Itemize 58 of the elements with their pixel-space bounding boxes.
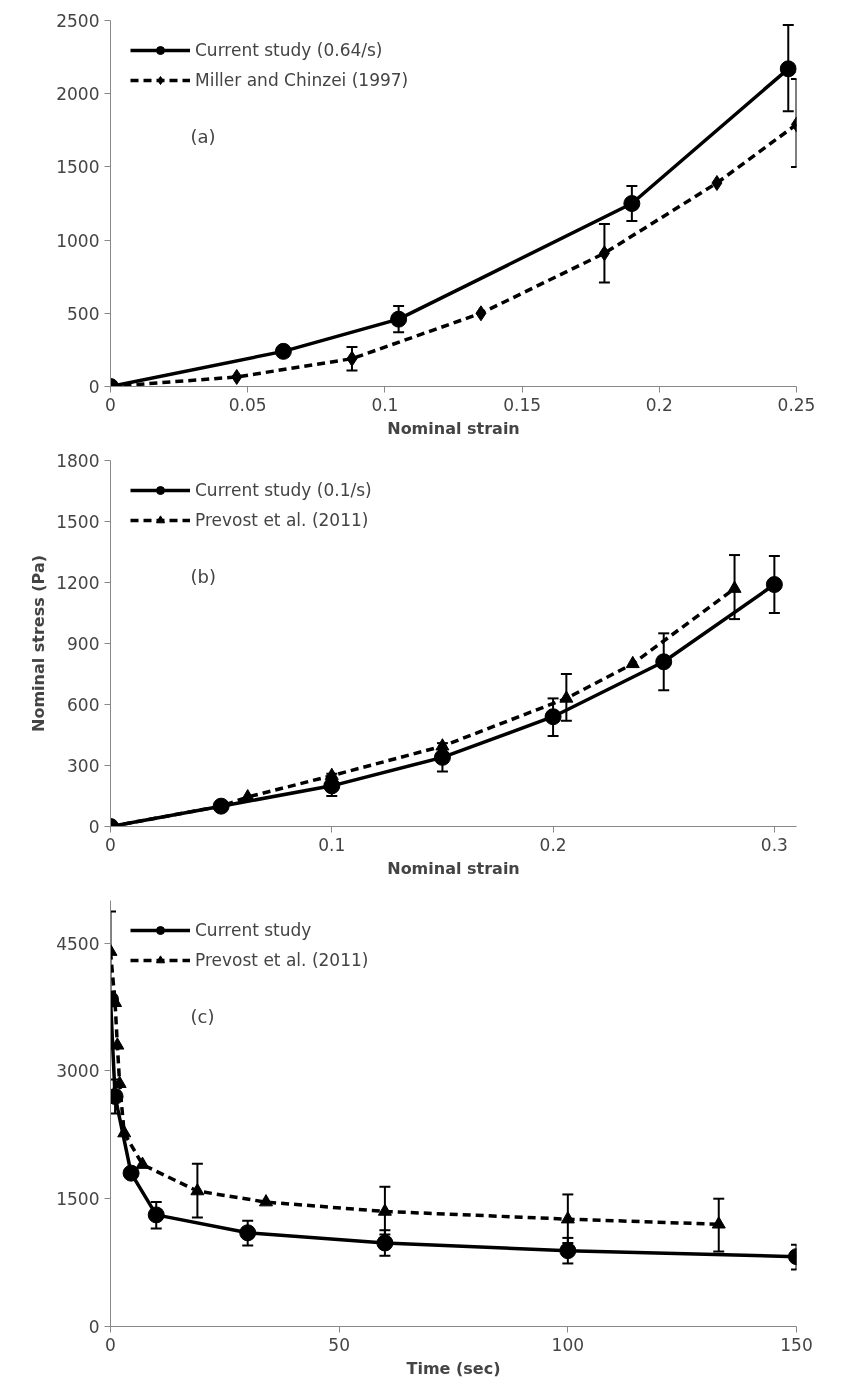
legend-label: Prevost et al. (2011) [195, 510, 369, 530]
legend-label: Current study (0.1/s) [195, 480, 372, 500]
point [258, 1194, 273, 1207]
y-axis-title: Nominal stress (Pa) [29, 554, 49, 733]
x-tick-label: 150 [780, 1334, 813, 1355]
y-tick-label: 1200 [56, 573, 100, 593]
x-tick-label: 0.15 [503, 394, 542, 415]
y-tick-label: 1800 [56, 451, 100, 471]
point [435, 738, 450, 751]
x-tick-label: 0.2 [645, 394, 673, 415]
annotation: (a) [190, 125, 216, 147]
point [475, 305, 487, 322]
y-tick-label: 900 [67, 634, 100, 654]
y-tick-label: 2500 [56, 11, 100, 31]
annotation: (c) [190, 1005, 215, 1027]
y-tick-label: 4500 [56, 933, 100, 954]
y-tick-label: 1500 [56, 512, 100, 532]
point [324, 767, 339, 780]
y-tick-label: 0 [88, 377, 100, 397]
x-tick-label: 100 [551, 1334, 585, 1355]
annotation: (b) [190, 565, 216, 587]
point [112, 1075, 127, 1088]
x-axis-title: Nominal strain [387, 858, 520, 878]
legend-label: Current study (0.64/s) [195, 40, 383, 60]
point [711, 175, 723, 191]
point [135, 1156, 150, 1169]
y-tick-label: 1500 [56, 157, 100, 178]
legend-label: Prevost et al. (2011) [195, 950, 369, 970]
y-tick-label: 1500 [56, 1189, 100, 1210]
y-tick-label: 500 [67, 303, 100, 324]
y-tick-label: 3000 [56, 1061, 100, 1082]
x-tick-label: 0.3 [760, 834, 788, 855]
x-tick-label: 0.1 [371, 394, 399, 415]
y-tick-label: 0 [88, 1317, 100, 1337]
point [625, 655, 640, 669]
point [231, 368, 243, 385]
point [110, 1037, 125, 1050]
x-tick-label: 0 [105, 394, 116, 415]
y-tick-label: 600 [67, 695, 100, 715]
x-axis-title: Time (sec) [406, 1358, 501, 1378]
point [122, 1164, 140, 1182]
x-tick-label: 50 [328, 1334, 350, 1355]
x-tick-label: 0.1 [318, 834, 346, 855]
point [117, 1125, 132, 1138]
x-tick-label: 0 [105, 1334, 116, 1355]
y-tick-label: 300 [67, 756, 100, 776]
x-tick-label: 0 [105, 834, 116, 855]
legend-label: Current study [195, 920, 312, 940]
x-tick-label: 0.2 [539, 834, 567, 855]
y-tick-label: 0 [88, 817, 100, 837]
y-tick-label: 2000 [56, 84, 100, 105]
x-tick-label: 0.25 [777, 394, 816, 415]
point [240, 789, 255, 802]
y-tick-label: 1000 [56, 230, 100, 251]
x-axis-title: Nominal strain [387, 418, 520, 438]
legend-label: Miller and Chinzei (1997) [195, 70, 409, 90]
point [274, 342, 292, 360]
x-tick-label: 0.05 [228, 394, 267, 415]
